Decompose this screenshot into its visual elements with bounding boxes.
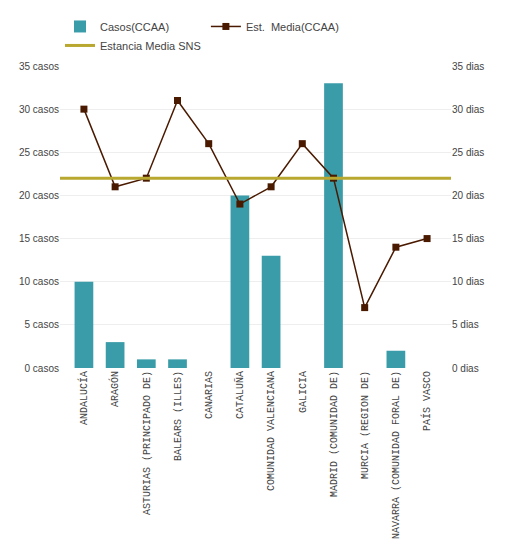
- svg-text:25 casos: 25 casos: [19, 147, 59, 158]
- svg-text:Estancia Media SNS: Estancia Media SNS: [100, 40, 201, 52]
- svg-text:5 casos: 5 casos: [25, 319, 59, 330]
- svg-text:10 dias: 10 dias: [452, 276, 484, 287]
- svg-text:GALICIA: GALICIA: [298, 371, 309, 413]
- svg-text:CATALUÑA: CATALUÑA: [234, 371, 246, 419]
- svg-text:35 casos: 35 casos: [19, 61, 59, 72]
- svg-text:20 casos: 20 casos: [19, 190, 59, 201]
- svg-text:20 dias: 20 dias: [452, 190, 484, 201]
- svg-text:PAÍS VASCO: PAÍS VASCO: [420, 371, 433, 431]
- svg-text:BALEARS (ILLES): BALEARS (ILLES): [173, 371, 184, 461]
- svg-text:0 casos: 0 casos: [25, 363, 59, 374]
- svg-text:30 dias: 30 dias: [452, 104, 484, 115]
- svg-text:COMUNIDAD VALENCIANA: COMUNIDAD VALENCIANA: [266, 371, 277, 491]
- svg-text:30 casos: 30 casos: [19, 104, 59, 115]
- svg-text:Est. Media(CCAA): Est. Media(CCAA): [246, 21, 339, 33]
- svg-text:MURCIA (REGION DE): MURCIA (REGION DE): [360, 371, 371, 479]
- svg-text:NAVARRA (COMUNIDAD FORAL DE): NAVARRA (COMUNIDAD FORAL DE): [391, 371, 402, 539]
- svg-text:15 casos: 15 casos: [19, 233, 59, 244]
- svg-text:35 dias: 35 dias: [452, 61, 484, 72]
- svg-text:ARAGÓN: ARAGÓN: [108, 371, 121, 407]
- svg-text:15 dias: 15 dias: [452, 233, 484, 244]
- svg-text:CANARIAS: CANARIAS: [204, 371, 215, 419]
- svg-text:Casos(CCAA): Casos(CCAA): [100, 21, 169, 33]
- svg-text:5 dias: 5 dias: [452, 319, 479, 330]
- svg-text:10 casos: 10 casos: [19, 276, 59, 287]
- svg-text:ANDALUCÍA: ANDALUCÍA: [77, 371, 90, 425]
- svg-text:0 dias: 0 dias: [452, 363, 479, 374]
- svg-text:ASTURIAS (PRINCIPADO DE): ASTURIAS (PRINCIPADO DE): [142, 371, 153, 515]
- svg-text:25 dias: 25 dias: [452, 147, 484, 158]
- svg-text:MADRID (COMUNIDAD DE): MADRID (COMUNIDAD DE): [329, 371, 340, 497]
